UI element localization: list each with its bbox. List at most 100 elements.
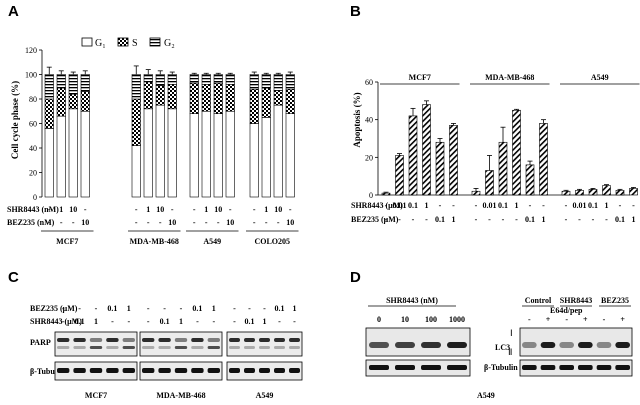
- panel-c-shr-value: 0.1: [245, 317, 255, 326]
- bar-segment-g2: [189, 74, 199, 84]
- panel-c-bez-value: 1: [127, 304, 131, 313]
- bar: [602, 185, 611, 196]
- panel-c-cleaved-parp-band: [244, 346, 255, 349]
- panel-c-bez-value: -: [147, 304, 150, 313]
- bar-segment-s: [213, 82, 223, 114]
- bar-segment-g1: [213, 113, 223, 198]
- panel-a-shr-value: -: [289, 205, 292, 214]
- panel-a-shr-value: 10: [274, 205, 282, 214]
- bar: [629, 188, 638, 196]
- panel-b-bez-value: -: [412, 215, 415, 224]
- panel-a-row-label-shr: SHR8443 (nM): [7, 205, 59, 214]
- panel-a-row-label-bez: BEZ235 (nM): [7, 218, 55, 227]
- panel-a-shr-value: 1: [264, 205, 268, 214]
- panel-c-cleaved-parp-band: [57, 346, 70, 349]
- panel-d-band-label-lc3: LC3: [495, 343, 510, 352]
- panel-c-parp-band: [259, 338, 270, 342]
- legend-swatch-g2: [149, 37, 161, 47]
- panel-c-blot-images: ---0.1-10.1-1-MCF7---0.1-10.1-1-MDA-MB-4…: [54, 304, 303, 400]
- panel-a-shr-value: -: [48, 205, 51, 214]
- panel-a-legend: G₁ S G₂: [81, 37, 175, 49]
- bar-segment-s: [225, 84, 235, 112]
- panel-a-bez-value: -: [253, 218, 256, 227]
- panel-d-dose-label: 100: [425, 315, 437, 324]
- panel-d-e64d-value: -: [603, 315, 606, 324]
- panel-d-dose-label: 1000: [449, 315, 465, 324]
- bar: [422, 104, 431, 196]
- panel-c-band-label-tubulin: β-Tubulin: [30, 367, 64, 376]
- panel-a-bez-value: -: [159, 218, 162, 227]
- bar-segment-g2: [68, 74, 78, 95]
- panel-c-shr-value: -: [212, 317, 215, 326]
- bar-segment-s: [201, 84, 211, 112]
- panel-c-bez-value: -: [248, 304, 251, 313]
- bar-segment-g2: [131, 74, 141, 100]
- panel-b-y-tick-label: 40: [365, 116, 373, 125]
- bar: [588, 189, 598, 196]
- panel-c-tubulin-band: [259, 368, 270, 373]
- panel-c-parp-band: [57, 338, 70, 342]
- panel-d-western-blot: SHR8443 (nM) LC3 Ⅰ Ⅱ β-Tubulin E64d/pep …: [365, 296, 633, 400]
- panel-b-bez-value: -: [425, 215, 428, 224]
- panel-c-cell-line-label: MCF7: [85, 391, 107, 400]
- panel-c-cleaved-parp-band: [73, 346, 86, 349]
- bar: [381, 192, 391, 196]
- panel-b-bez-value: 1: [632, 215, 636, 224]
- bar: [539, 123, 548, 196]
- legend-label-g2: G₂: [164, 38, 175, 49]
- panel-b-bez-value: 0.1: [525, 215, 535, 224]
- panel-a-group-label: COLO205: [254, 237, 290, 246]
- panel-b-y-axis: 0 20 40 60: [365, 78, 630, 200]
- bar-segment-g2: [44, 74, 54, 100]
- panel-c-tubulin-band: [73, 368, 86, 373]
- panel-c-cleaved-parp-band: [106, 346, 119, 349]
- panel-d-e64d-value: -: [528, 315, 531, 324]
- panel-b-shr-value: 0.01: [393, 201, 407, 210]
- panel-label-c: C: [8, 269, 19, 286]
- panel-b-bez-value: -: [578, 215, 581, 224]
- bar-segment-g1: [143, 108, 153, 198]
- panel-c-bez-value: 0.1: [275, 304, 285, 313]
- bar: [512, 109, 521, 196]
- panel-c-parp-blot: [226, 331, 303, 357]
- panel-a-shr-value: -: [171, 205, 174, 214]
- panel-a-bez-value: -: [147, 218, 150, 227]
- bar-segment-g1: [80, 110, 90, 198]
- panel-c-tubulin-band: [289, 368, 300, 373]
- panel-d-blot-images: 0 10 100 1000 Control SHR8443 BEZ235 - + - + - +: [365, 296, 633, 377]
- bar: [561, 190, 571, 196]
- panel-b-group-label: MDA-MB-468: [485, 73, 534, 82]
- panel-a-bez-value: 10: [286, 218, 294, 227]
- bar-segment-s: [273, 90, 283, 106]
- panel-c-tubulin-band: [122, 368, 135, 373]
- panel-b-shr-value: 0.1: [408, 201, 418, 210]
- panel-d-cell-line-label: A549: [477, 391, 495, 400]
- panel-c-tubulin-band: [274, 368, 285, 373]
- bar-segment-g2: [213, 74, 223, 84]
- bar-segment-g2: [167, 74, 177, 85]
- bar-segment-g1: [167, 108, 177, 198]
- panel-b-bez-value: 0.1: [435, 215, 445, 224]
- panel-c-tubulin-band: [89, 368, 103, 373]
- panel-d-e64d-value: -: [565, 315, 568, 324]
- panel-b-shr-value: 1: [605, 201, 609, 210]
- panel-c-cleaved-parp-band: [158, 346, 171, 349]
- bar-segment-s: [80, 91, 90, 112]
- panel-a-y-tick-label: 0: [33, 193, 37, 202]
- panel-c-bez-value: -: [180, 304, 183, 313]
- panel-a-bez-value: -: [135, 218, 138, 227]
- panel-c-tubulin-band: [229, 368, 240, 373]
- panel-d-lc3-ii-band: [395, 342, 415, 348]
- panel-b-shr-value: -: [439, 201, 442, 210]
- panel-a-y-tick-label: 120: [25, 46, 37, 55]
- panel-c-band-label-parp: PARP: [30, 338, 51, 347]
- bar-segment-g2: [249, 74, 259, 90]
- panel-a-shr-value: 10: [156, 205, 164, 214]
- panel-b-shr-value: -: [542, 201, 545, 210]
- panel-c-parp-band: [73, 338, 86, 342]
- panel-b-shr-value: 0.1: [498, 201, 508, 210]
- bar-segment-s: [189, 82, 199, 114]
- panel-c-cleaved-parp-band: [142, 346, 155, 349]
- panel-c-bez-value: 0.1: [107, 304, 117, 313]
